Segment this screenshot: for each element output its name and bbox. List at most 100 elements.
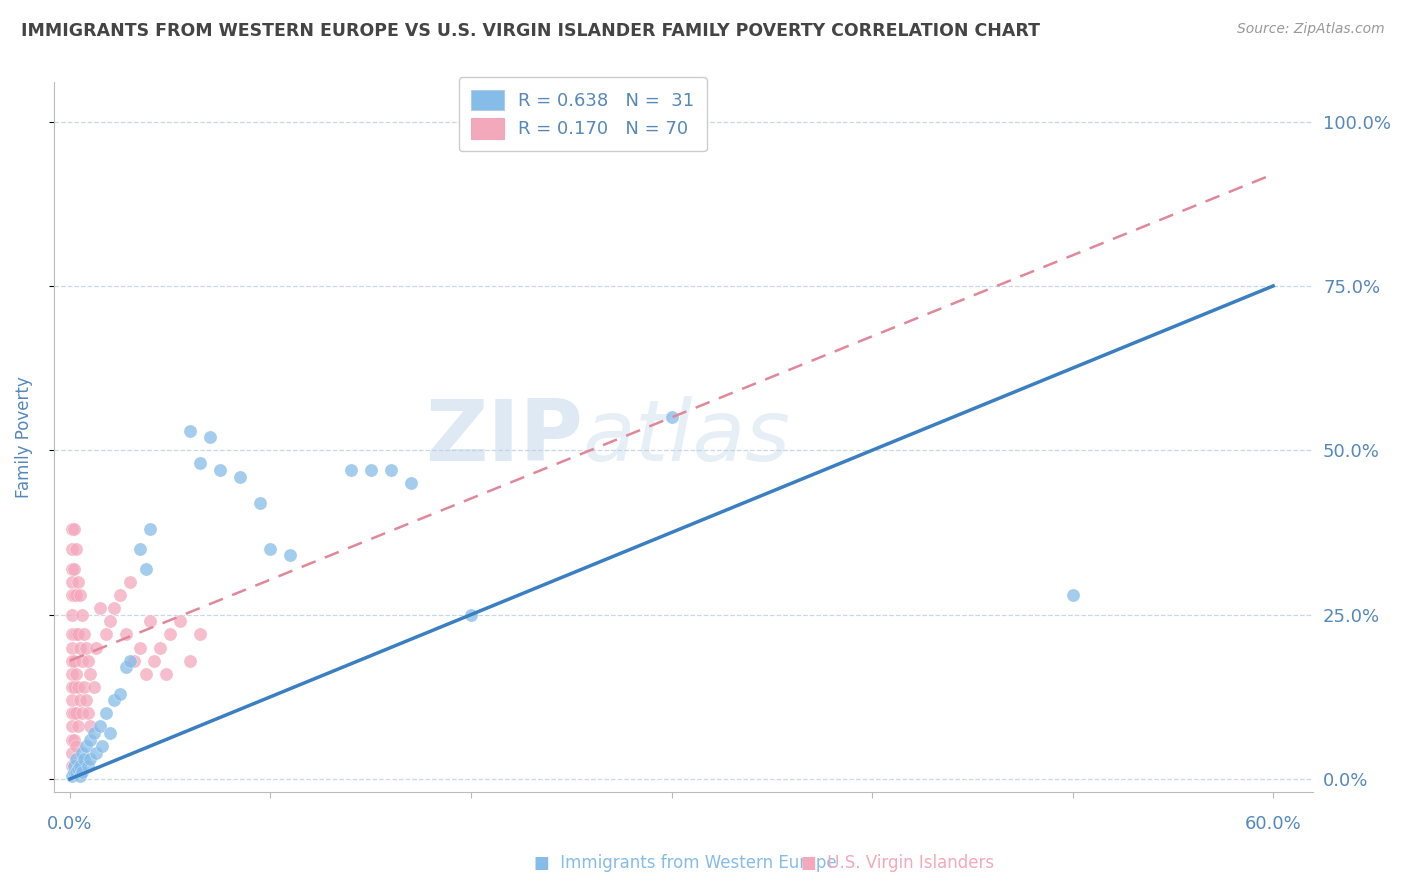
Point xyxy=(60,574,83,589)
Point xyxy=(280,549,302,563)
Point xyxy=(103,693,125,707)
Point xyxy=(75,739,97,753)
Point xyxy=(84,640,107,655)
Point xyxy=(66,627,89,641)
Point xyxy=(75,693,97,707)
Point xyxy=(60,746,83,760)
Point xyxy=(65,541,87,556)
Point xyxy=(115,660,138,674)
Point xyxy=(460,607,482,622)
Point xyxy=(75,640,97,655)
Point xyxy=(73,680,96,694)
Point xyxy=(60,666,83,681)
Point xyxy=(399,476,422,491)
Point xyxy=(60,561,83,575)
Point xyxy=(1062,588,1084,602)
Point xyxy=(63,654,86,668)
Point xyxy=(60,706,83,721)
Point xyxy=(94,706,117,721)
Point xyxy=(339,463,361,477)
Point xyxy=(66,574,89,589)
Point xyxy=(63,732,86,747)
Point xyxy=(60,627,83,641)
Point xyxy=(63,706,86,721)
Point xyxy=(60,719,83,733)
Point xyxy=(60,522,83,536)
Point xyxy=(77,759,100,773)
Legend: R = 0.638   N =  31, R = 0.170   N = 70: R = 0.638 N = 31, R = 0.170 N = 70 xyxy=(458,77,707,151)
Point xyxy=(65,588,87,602)
Point xyxy=(98,726,121,740)
Point xyxy=(73,627,96,641)
Y-axis label: Family Poverty: Family Poverty xyxy=(15,376,32,498)
Point xyxy=(259,541,281,556)
Point xyxy=(79,719,101,733)
Text: Source: ZipAtlas.com: Source: ZipAtlas.com xyxy=(1237,22,1385,37)
Point xyxy=(159,627,181,641)
Point xyxy=(69,759,91,773)
Point xyxy=(65,627,87,641)
Point xyxy=(209,463,232,477)
Point xyxy=(65,765,87,780)
Point xyxy=(89,719,111,733)
Point xyxy=(63,759,86,773)
Point xyxy=(63,588,86,602)
Point xyxy=(179,654,201,668)
Point xyxy=(129,640,152,655)
Point xyxy=(98,614,121,628)
Point xyxy=(229,469,252,483)
Text: IMMIGRANTS FROM WESTERN EUROPE VS U.S. VIRGIN ISLANDER FAMILY POVERTY CORRELATIO: IMMIGRANTS FROM WESTERN EUROPE VS U.S. V… xyxy=(21,22,1040,40)
Point xyxy=(84,746,107,760)
Point xyxy=(188,457,211,471)
Point xyxy=(63,680,86,694)
Point xyxy=(69,640,91,655)
Point xyxy=(70,654,93,668)
Point xyxy=(70,706,93,721)
Point xyxy=(135,666,157,681)
Point xyxy=(66,762,89,776)
Point xyxy=(118,654,141,668)
Point xyxy=(63,561,86,575)
Point xyxy=(360,463,382,477)
Point xyxy=(77,706,100,721)
Point xyxy=(60,680,83,694)
Point xyxy=(60,654,83,668)
Point xyxy=(200,430,222,444)
Point xyxy=(66,680,89,694)
Point xyxy=(249,496,271,510)
Point xyxy=(77,654,100,668)
Point xyxy=(143,654,166,668)
Point xyxy=(63,765,86,780)
Point xyxy=(79,732,101,747)
Point xyxy=(155,666,177,681)
Point xyxy=(89,601,111,615)
Text: ■  Immigrants from Western Europe: ■ Immigrants from Western Europe xyxy=(534,855,837,872)
Point xyxy=(91,739,114,753)
Point xyxy=(108,687,131,701)
Point xyxy=(69,693,91,707)
Point xyxy=(118,574,141,589)
Point xyxy=(60,769,83,783)
Point xyxy=(149,640,172,655)
Point xyxy=(70,607,93,622)
Point xyxy=(69,769,91,783)
Text: 0.0%: 0.0% xyxy=(48,815,93,833)
Point xyxy=(70,746,93,760)
Point xyxy=(122,654,145,668)
Point xyxy=(60,640,83,655)
Point xyxy=(65,706,87,721)
Point xyxy=(60,541,83,556)
Point xyxy=(115,627,138,641)
Point xyxy=(188,627,211,641)
Point xyxy=(139,614,162,628)
Text: atlas: atlas xyxy=(583,396,790,479)
Point xyxy=(73,752,96,766)
Point xyxy=(94,627,117,641)
Point xyxy=(139,522,162,536)
Point xyxy=(60,759,83,773)
Point xyxy=(661,410,683,425)
Point xyxy=(79,752,101,766)
Point xyxy=(63,522,86,536)
Point xyxy=(60,693,83,707)
Point xyxy=(380,463,402,477)
